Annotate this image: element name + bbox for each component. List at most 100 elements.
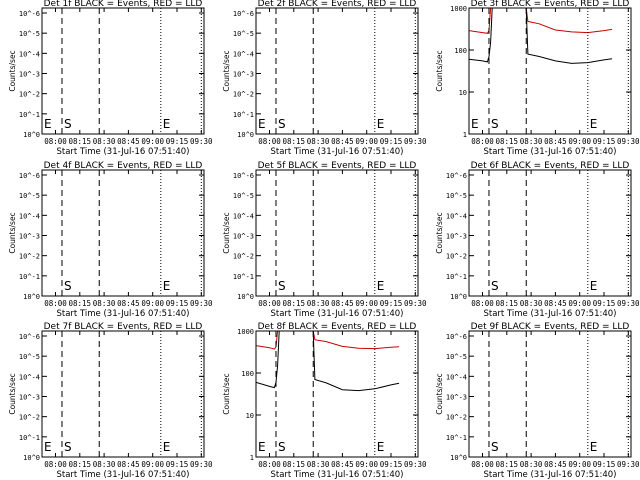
x-axis-label: Start Time (31-Jul-16 07:51:40) xyxy=(271,470,404,480)
x-tick-label: 08:30 xyxy=(307,137,330,146)
x-tick-label: 08:45 xyxy=(117,137,140,146)
plot-frame xyxy=(468,169,632,297)
chart-title: Det 9f BLACK = Events, RED = LLD xyxy=(471,322,630,332)
y-tick-label: 1000 xyxy=(450,5,467,13)
y-tick-label: 10^-6 xyxy=(446,172,467,180)
y-tick-label: 10^-1 xyxy=(446,273,467,281)
y-tick-label: 10^-5 xyxy=(446,192,467,200)
x-axis-label: Start Time (31-Jul-16 07:51:40) xyxy=(57,309,190,319)
event-marker-label: E xyxy=(590,117,598,131)
x-tick-label: 09:30 xyxy=(190,137,213,146)
y-axis-label: Counts/sec xyxy=(8,373,17,414)
y-tick-label: 10^0 xyxy=(23,293,40,301)
plot-frame xyxy=(255,169,419,297)
event-marker-label: E xyxy=(163,117,171,131)
x-tick-label: 09:15 xyxy=(166,137,189,146)
y-axis-label: Counts/sec xyxy=(435,212,444,253)
x-tick-label: 08:30 xyxy=(520,460,543,469)
y-tick-label: 10^-4 xyxy=(19,373,40,381)
x-tick-label: 09:00 xyxy=(141,137,164,146)
x-tick-label: 08:15 xyxy=(283,299,306,308)
y-tick-label: 10^-4 xyxy=(446,212,467,220)
x-tick-label: 08:15 xyxy=(69,137,92,146)
x-tick-label: 08:45 xyxy=(544,299,567,308)
x-tick-label: 08:30 xyxy=(520,137,543,146)
y-tick-label: 10^-2 xyxy=(446,253,467,261)
x-tick-label: 09:15 xyxy=(380,137,403,146)
x-tick-label: 08:15 xyxy=(283,460,306,469)
y-tick-label: 10^-2 xyxy=(233,91,254,99)
y-tick-label: 10^-3 xyxy=(233,71,254,79)
y-tick-label: 10^-4 xyxy=(233,50,254,58)
series-line-2 xyxy=(469,8,613,64)
plot-frame xyxy=(468,330,632,458)
event-marker-label: E xyxy=(163,440,171,454)
y-tick-label: 10^-1 xyxy=(19,273,40,281)
x-tick-label: 09:30 xyxy=(617,299,640,308)
x-tick-label: 08:00 xyxy=(471,299,494,308)
x-axis-label: Start Time (31-Jul-16 07:51:40) xyxy=(271,309,404,319)
y-tick-label: 10^-3 xyxy=(19,394,40,402)
event-marker-label: S xyxy=(278,117,286,131)
x-tick-label: 09:15 xyxy=(166,460,189,469)
y-tick-label: 10^-1 xyxy=(233,273,254,281)
x-tick-label: 08:45 xyxy=(117,299,140,308)
y-tick-label: 100 xyxy=(454,47,467,55)
x-tick-label: 08:00 xyxy=(258,460,281,469)
x-tick-label: 08:15 xyxy=(283,137,306,146)
y-axis-label: Counts/sec xyxy=(8,50,17,91)
plot-frame xyxy=(468,7,632,135)
chart-title: Det 2f BLACK = Events, RED = LLD xyxy=(258,0,417,9)
y-tick-label: 10^-3 xyxy=(19,233,40,241)
y-tick-label: 10^-2 xyxy=(446,414,467,422)
x-tick-label: 08:30 xyxy=(520,299,543,308)
series-line-1 xyxy=(469,8,613,34)
chart-title: Det 5f BLACK = Events, RED = LLD xyxy=(258,161,417,171)
y-tick-label: 10^-5 xyxy=(19,192,40,200)
y-tick-label: 10^-5 xyxy=(19,353,40,361)
event-marker-label: E xyxy=(44,440,52,454)
y-tick-label: 10^-3 xyxy=(233,233,254,241)
x-tick-label: 09:30 xyxy=(404,460,427,469)
x-tick-label: 09:00 xyxy=(568,137,591,146)
y-tick-label: 100 xyxy=(241,370,254,378)
x-tick-label: 08:00 xyxy=(471,137,494,146)
x-tick-label: 08:00 xyxy=(44,137,67,146)
y-tick-label: 10^-4 xyxy=(19,50,40,58)
y-tick-label: 10^-1 xyxy=(233,111,254,119)
y-tick-label: 10^-2 xyxy=(19,91,40,99)
y-axis-label: Counts/sec xyxy=(8,212,17,253)
y-tick-label: 10^-6 xyxy=(233,10,254,18)
x-tick-label: 09:00 xyxy=(141,299,164,308)
y-tick-label: 10^0 xyxy=(23,454,40,462)
x-tick-label: 09:00 xyxy=(568,460,591,469)
y-axis-label: Counts/sec xyxy=(435,373,444,414)
x-tick-label: 08:15 xyxy=(69,460,92,469)
chart-title: Det 6f BLACK = Events, RED = LLD xyxy=(471,161,630,171)
y-tick-label: 10^-4 xyxy=(446,373,467,381)
y-tick-label: 10^-3 xyxy=(446,233,467,241)
x-tick-label: 09:30 xyxy=(404,299,427,308)
y-tick-label: 10^-3 xyxy=(19,71,40,79)
x-tick-label: 08:00 xyxy=(471,460,494,469)
event-marker-label: E xyxy=(377,117,385,131)
x-tick-label: 08:15 xyxy=(496,299,519,308)
x-tick-label: 08:00 xyxy=(44,299,67,308)
chart-title: Det 8f BLACK = Events, RED = LLD xyxy=(258,322,417,332)
y-axis-label: Counts/sec xyxy=(435,50,444,91)
event-marker-label: E xyxy=(590,440,598,454)
y-tick-label: 10^-6 xyxy=(233,172,254,180)
x-axis-label: Start Time (31-Jul-16 07:51:40) xyxy=(484,147,617,157)
event-marker-label: S xyxy=(64,117,72,131)
x-tick-label: 08:00 xyxy=(44,460,67,469)
plot-frame xyxy=(255,330,419,458)
y-tick-label: 10^-1 xyxy=(446,434,467,442)
event-marker-label: E xyxy=(44,117,52,131)
y-tick-label: 10^0 xyxy=(450,293,467,301)
x-tick-label: 08:45 xyxy=(331,137,354,146)
